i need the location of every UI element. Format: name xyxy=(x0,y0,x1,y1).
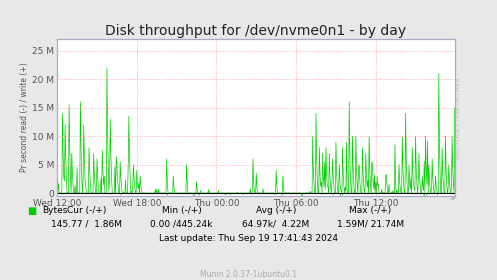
Y-axis label: Pr second read (-) / write (+): Pr second read (-) / write (+) xyxy=(20,63,29,172)
Text: 145.77 /  1.86M: 145.77 / 1.86M xyxy=(52,220,122,229)
Text: 64.97k/  4.22M: 64.97k/ 4.22M xyxy=(242,220,310,229)
Text: 1.59M/ 21.74M: 1.59M/ 21.74M xyxy=(336,220,404,229)
Text: Bytes: Bytes xyxy=(42,206,68,215)
Text: Munin 2.0.37-1ubuntu0.1: Munin 2.0.37-1ubuntu0.1 xyxy=(200,270,297,279)
Y-axis label: RRDTOOL / TOBI OETIKER: RRDTOOL / TOBI OETIKER xyxy=(455,77,460,158)
Text: Cur (-/+): Cur (-/+) xyxy=(67,206,107,215)
Text: Max (-/+): Max (-/+) xyxy=(349,206,392,215)
Text: ■: ■ xyxy=(27,206,37,216)
Text: Last update: Thu Sep 19 17:41:43 2024: Last update: Thu Sep 19 17:41:43 2024 xyxy=(159,234,338,243)
Title: Disk throughput for /dev/nvme0n1 - by day: Disk throughput for /dev/nvme0n1 - by da… xyxy=(105,24,407,38)
Text: 0.00 /445.24k: 0.00 /445.24k xyxy=(150,220,213,229)
Text: Avg (-/+): Avg (-/+) xyxy=(255,206,296,215)
Text: Min (-/+): Min (-/+) xyxy=(162,206,201,215)
